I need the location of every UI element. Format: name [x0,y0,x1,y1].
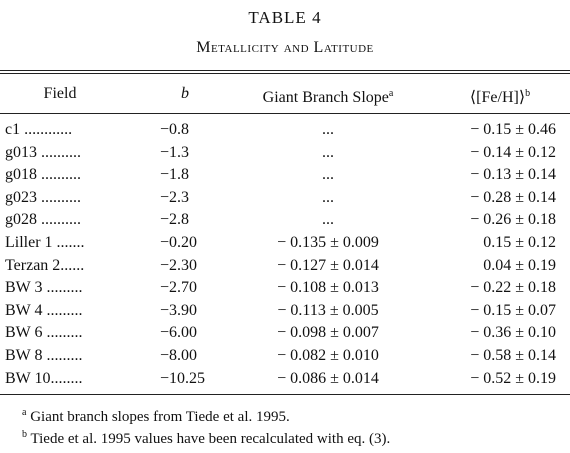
table-cell: −3.90 [160,301,198,319]
row-label: g023 .......... [5,188,81,206]
table-cell: − 0.135 ± 0.009 [277,234,379,251]
table-cell: −10.25 [160,369,206,387]
table-cell: ... [322,143,334,161]
header-text: b [181,85,189,102]
header-text: Field [43,85,77,102]
table-cell: − 0.113 ± 0.005 [277,301,379,319]
top-rule [0,70,570,71]
table-subtitle: Metallicity and Latitude [196,39,374,56]
table-cell: −2.70 [160,279,198,297]
top-rule [0,73,570,74]
header-note: b [525,88,531,99]
table-cell: − 0.22 ± 0.18 [470,279,556,297]
table-cell: −6.00 [160,324,198,342]
footnote-mark: b [22,429,27,440]
table-cell: 0.15 ± 0.12 [483,234,556,251]
table-cell: −8.00 [160,347,198,364]
table-cell: −1.8 [160,166,190,184]
row-label: BW 8 ......... [5,347,83,364]
row-label: c1 ............ [5,121,73,138]
column-header: Field [0,84,210,104]
table-cell: − 0.15 ± 0.07 [470,301,556,319]
header-rule [0,113,570,114]
table-cell: ... [322,121,334,138]
table-cell: − 0.082 ± 0.010 [277,347,379,364]
table-cell: − 0.36 ± 0.10 [470,324,556,342]
footnote-mark: a [22,407,27,418]
table-cell: − 0.58 ± 0.14 [470,347,556,364]
table-cell: 0.04 ± 0.19 [483,256,556,274]
table-cell: − 0.098 ± 0.007 [277,324,379,342]
table-title: TABLE 4 [248,8,322,27]
row-label: Liller 1 ....... [5,234,85,251]
footnote: b Tiede et al. 1995 values have been rec… [22,425,390,449]
table-cell: −1.3 [160,143,190,161]
table-cell: −0.8 [160,121,190,138]
row-label: Terzan 2...... [5,256,85,274]
table-cell: − 0.52 ± 0.19 [470,369,556,387]
table-cell: ... [322,211,334,229]
table-cell: ... [322,166,334,184]
table-cell: −2.3 [160,188,190,206]
table-cell: −2.8 [160,211,190,229]
footnote: a Giant branch slopes from Tiede et al. … [22,403,290,427]
table-cell: − 0.127 ± 0.014 [277,256,379,274]
table-cell: − 0.13 ± 0.14 [470,166,556,184]
table-cell: − 0.15 ± 0.46 [470,121,556,138]
table-cell: ... [322,188,334,206]
column-header: b [35,84,335,104]
row-label: BW 10........ [5,369,83,387]
row-label: BW 3 ......... [5,279,83,297]
bottom-rule [0,394,570,395]
table-cell: −2.30 [160,256,198,274]
table-cell: − 0.14 ± 0.12 [470,143,556,161]
header-text: ⟨[Fe/H]⟩ [469,89,526,106]
footnote-text: Tiede et al. 1995 values have been recal… [30,431,391,447]
header-note: a [388,88,394,99]
table-cell: − 0.108 ± 0.013 [277,279,379,297]
table-cell: − 0.26 ± 0.18 [470,211,556,229]
row-label: BW 6 ......... [5,324,83,342]
row-label: g018 .......... [5,166,81,184]
column-header: ⟨[Fe/H]⟩b [350,84,570,108]
table-cell: − 0.28 ± 0.14 [470,188,556,206]
column-header: Giant Branch Slopea [178,84,478,108]
footnote-text: Giant branch slopes from Tiede et al. 19… [30,409,290,425]
row-label: BW 4 ......... [5,301,83,319]
table-cell: −0.20 [160,234,198,251]
table-cell: − 0.086 ± 0.014 [277,369,379,387]
row-label: g013 .......... [5,143,81,161]
row-label: g028 .......... [5,211,81,229]
header-text: Giant Branch Slope [262,89,389,106]
